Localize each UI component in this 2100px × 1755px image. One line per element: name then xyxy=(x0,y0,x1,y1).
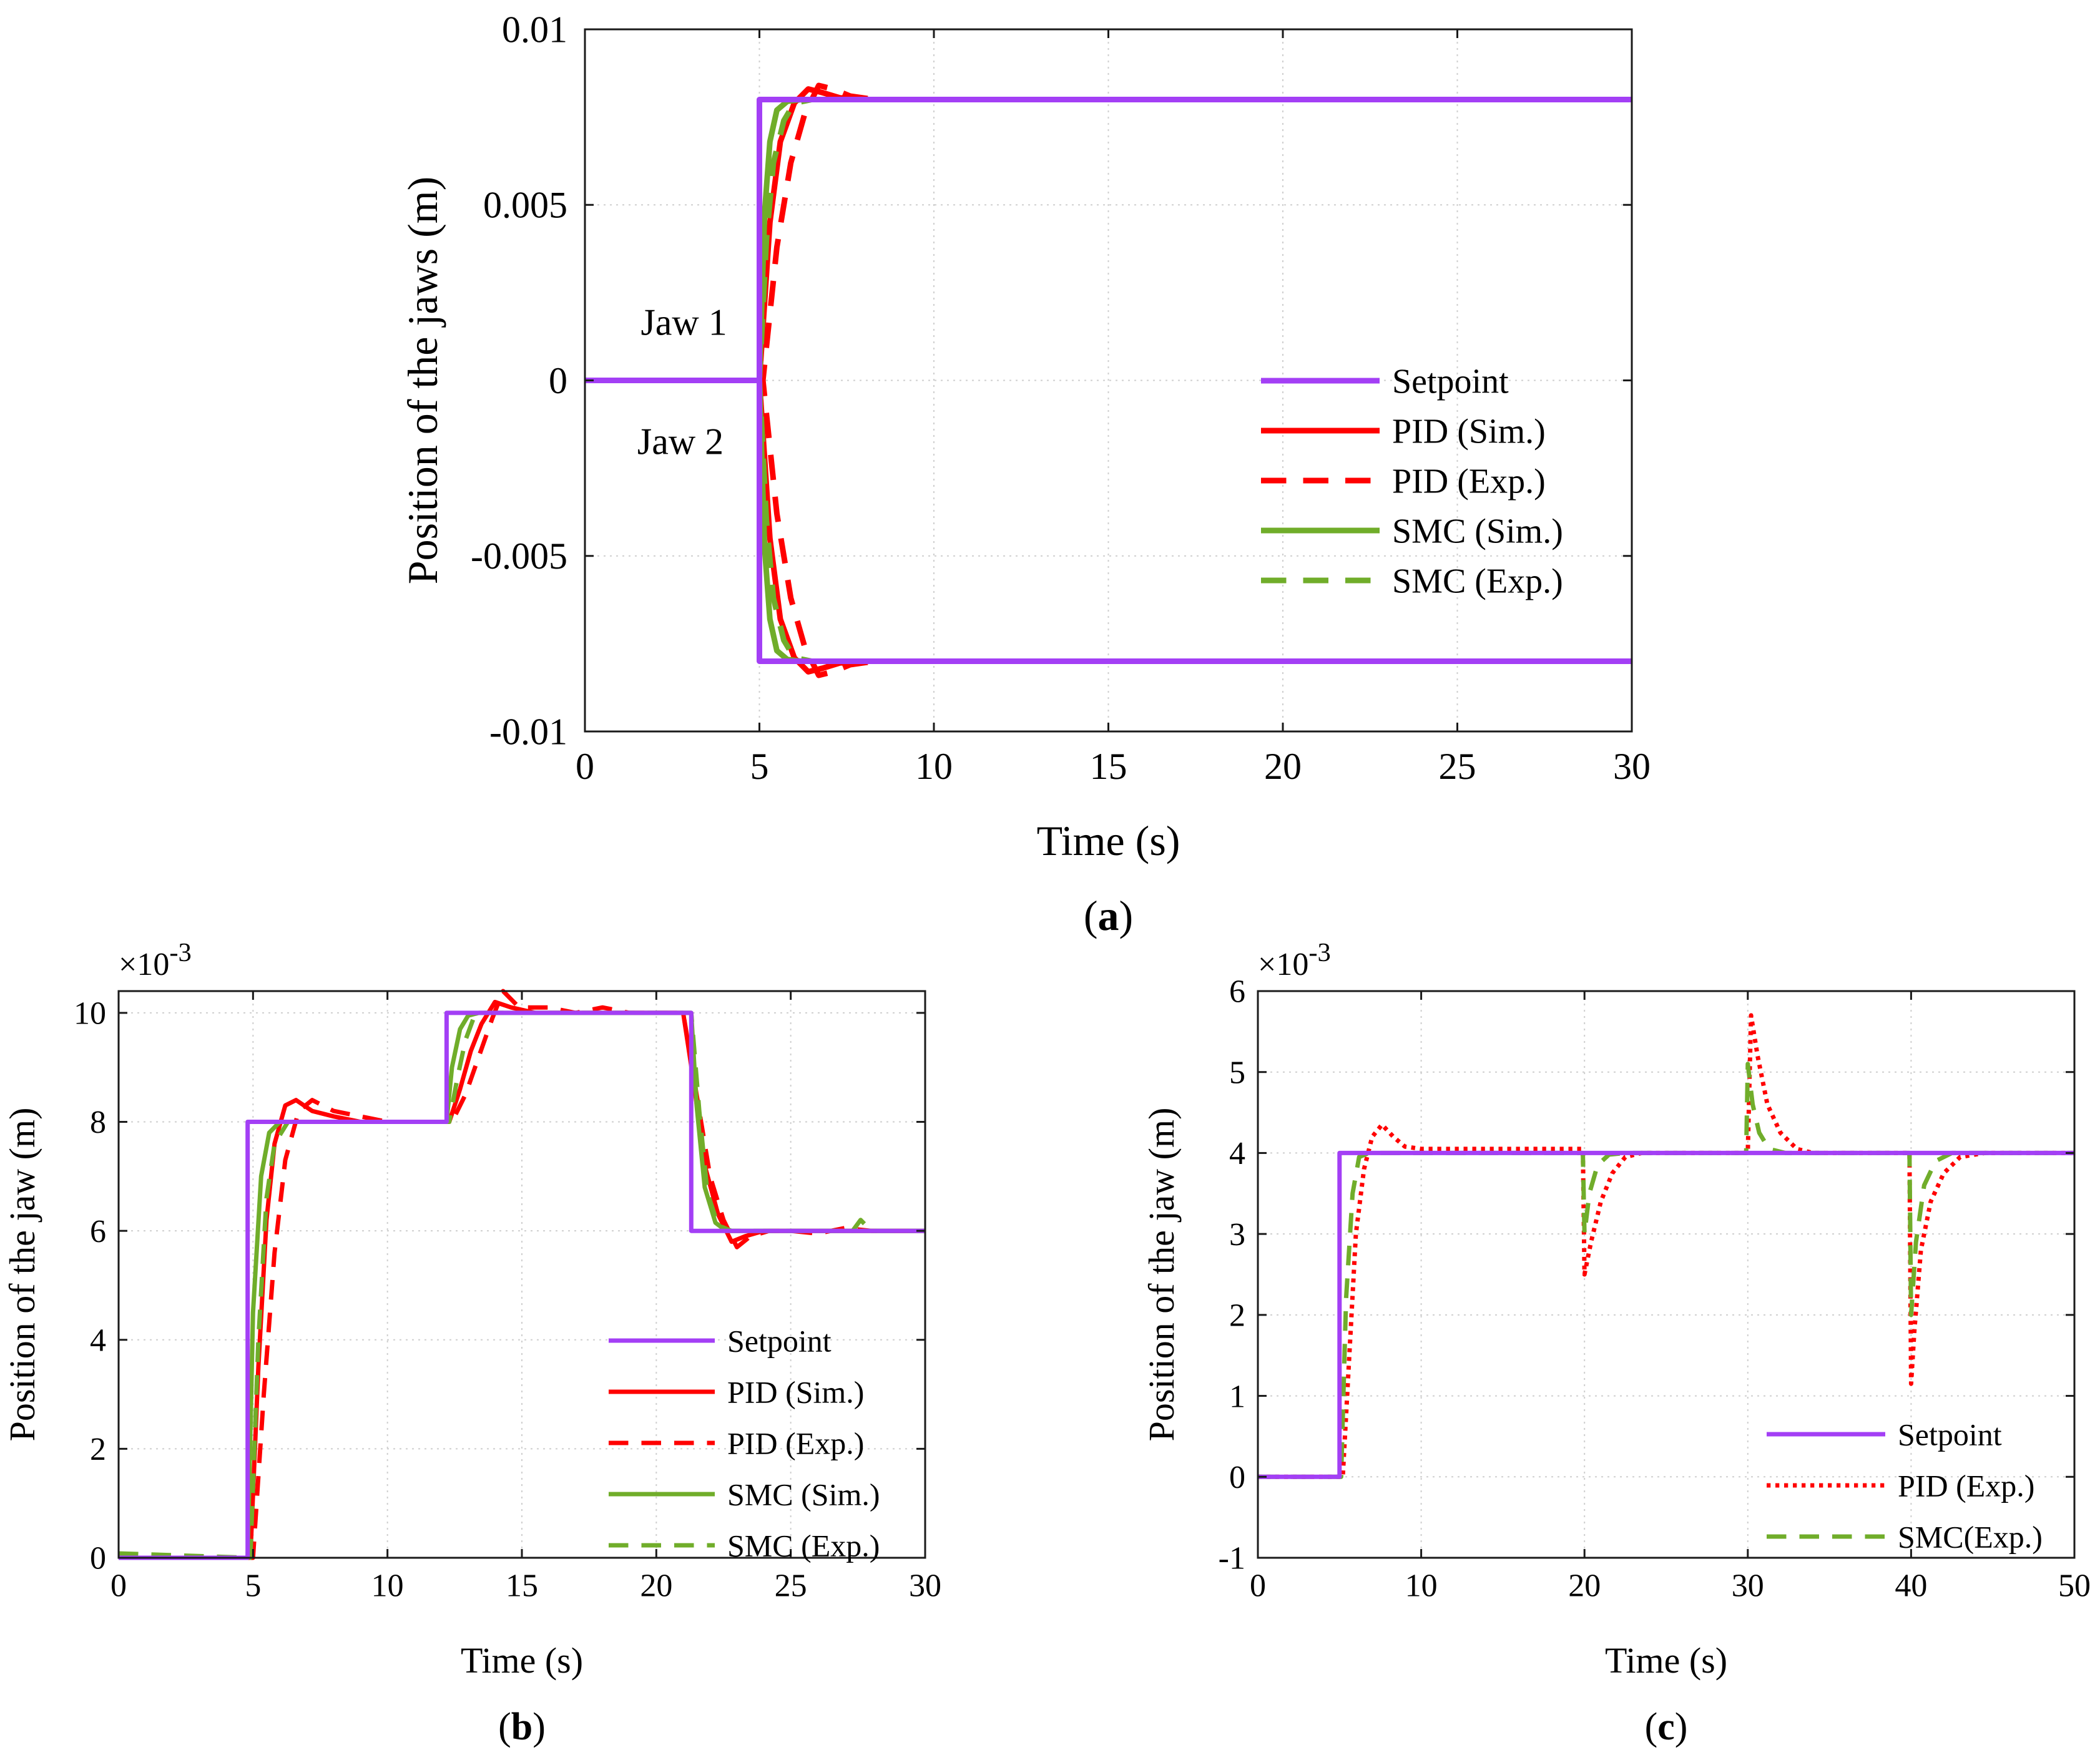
x-tick-label: 0 xyxy=(576,746,594,787)
series-setpoint xyxy=(585,378,1632,664)
series-group xyxy=(585,82,1632,678)
axis-exponent-power: -3 xyxy=(1308,938,1331,967)
y-tick-label: 4 xyxy=(90,1322,106,1358)
panel-caption: (b) xyxy=(498,1706,546,1748)
x-tick-label: 30 xyxy=(1732,1568,1764,1604)
y-axis-label: Position of the jaw (m) xyxy=(1141,1108,1182,1442)
x-tick-label: 15 xyxy=(506,1568,538,1604)
panel-caption-letter: a xyxy=(1098,892,1119,939)
x-tick-label: 5 xyxy=(750,746,769,787)
series-setpoint xyxy=(119,1010,925,1560)
x-tick-label: 25 xyxy=(775,1568,807,1604)
legend-label-setpoint: Setpoint xyxy=(1392,363,1509,401)
y-tick-label: 5 xyxy=(1229,1055,1245,1090)
legend-label-setpoint: Setpoint xyxy=(727,1324,832,1359)
legend-label-pid-sim: PID (Sim.) xyxy=(1392,413,1546,451)
series-group xyxy=(1258,1013,2074,1479)
legend-label-setpoint: Setpoint xyxy=(1898,1417,2002,1452)
y-tick-label: 0.01 xyxy=(502,9,567,50)
legend-label-smc-exp: SMC (Exp.) xyxy=(1392,562,1563,601)
panel-caption-letter: b xyxy=(511,1706,532,1748)
x-tick-label: 25 xyxy=(1439,746,1476,787)
y-tick-label: -0.01 xyxy=(489,711,567,752)
x-tick-label: 30 xyxy=(1613,746,1651,787)
annotation-jaw-2: Jaw 2 xyxy=(637,421,724,462)
x-tick-label: 10 xyxy=(915,746,953,787)
x-axis-label: Time (s) xyxy=(461,1640,583,1681)
axes-box xyxy=(1257,990,2076,1559)
x-tick-label: 15 xyxy=(1090,746,1127,787)
legend-label-pid-exp: PID (Exp.) xyxy=(1392,462,1546,501)
x-tick-label: 10 xyxy=(1405,1568,1438,1604)
x-tick-label: 0 xyxy=(1250,1568,1266,1604)
x-axis-label: Time (s) xyxy=(1605,1640,1727,1681)
x-tick-label: 20 xyxy=(1568,1568,1601,1604)
y-tick-label: 10 xyxy=(74,996,106,1032)
panel-caption-letter: c xyxy=(1657,1706,1675,1748)
legend-label-pid-exp: PID (Exp.) xyxy=(727,1426,864,1461)
y-tick-label: -1 xyxy=(1219,1541,1245,1577)
panel-a: 0 5 10 15 20 25 30 -0.01 -0.005 0 0.005 0.01 Time (s… xyxy=(399,9,1651,939)
legend: Setpoint PID (Sim.) PID (Exp.) SMC (Sim.) SM… xyxy=(1261,363,1563,601)
legend: Setpoint PID (Sim.) PID (Exp.) SMC (Sim.) SM… xyxy=(609,1324,880,1563)
x-tick-label: 20 xyxy=(640,1568,672,1604)
ticks: 0 5 10 15 20 25 30 0 2 4 6 8 10 xyxy=(74,991,941,1604)
y-tick-label: 8 xyxy=(90,1105,106,1140)
legend: Setpoint PID (Exp.) SMC(Exp.) xyxy=(1767,1417,2043,1555)
y-tick-label: 2 xyxy=(1229,1298,1245,1334)
y-tick-label: 4 xyxy=(1229,1136,1245,1171)
x-tick-label: 10 xyxy=(371,1568,404,1604)
x-tick-label: 50 xyxy=(2058,1568,2091,1604)
legend-label-smc-exp: SMC (Exp.) xyxy=(727,1528,880,1563)
y-tick-label: 6 xyxy=(1229,974,1245,1010)
y-axis-label: Position of the jaw (m) xyxy=(2,1108,42,1442)
series-setpoint xyxy=(1258,1150,2074,1479)
y-tick-label: -0.005 xyxy=(471,535,567,577)
panel-caption: (c) xyxy=(1645,1706,1688,1748)
legend-label-smc-sim: SMC (Sim.) xyxy=(727,1477,880,1512)
y-axis-label: Position of the jaws (m) xyxy=(399,177,446,585)
y-tick-label: 0 xyxy=(90,1541,106,1577)
y-tick-label: 2 xyxy=(90,1432,106,1467)
legend-label-pid-exp: PID (Exp.) xyxy=(1898,1469,2034,1503)
y-tick-label: 0 xyxy=(549,360,567,401)
y-tick-label: 6 xyxy=(90,1214,106,1249)
x-tick-label: 0 xyxy=(110,1568,127,1604)
x-tick-label: 5 xyxy=(245,1568,261,1604)
y-tick-label: 0 xyxy=(1229,1460,1245,1495)
axis-exponent-power: -3 xyxy=(169,938,192,967)
x-axis-label: Time (s) xyxy=(1037,817,1180,864)
legend-label-smc-sim: SMC (Sim.) xyxy=(1392,512,1563,551)
legend-label-pid-sim: PID (Sim.) xyxy=(727,1375,864,1410)
series-group xyxy=(119,989,925,1560)
panel-caption: (a) xyxy=(1084,892,1133,939)
annotation-jaw-1: Jaw 1 xyxy=(640,301,727,343)
x-tick-label: 40 xyxy=(1895,1568,1927,1604)
y-tick-label: 1 xyxy=(1229,1379,1245,1414)
x-tick-label: 30 xyxy=(909,1568,941,1604)
y-tick-label: 0.005 xyxy=(483,185,567,226)
y-tick-label: 3 xyxy=(1229,1217,1245,1253)
ticks: 0 5 10 15 20 25 30 -0.01 -0.005 0 0.005 0.01 xyxy=(471,9,1651,787)
legend-label-smc-exp: SMC(Exp.) xyxy=(1898,1520,2043,1555)
grid xyxy=(119,991,925,1558)
x-tick-label: 20 xyxy=(1264,746,1302,787)
